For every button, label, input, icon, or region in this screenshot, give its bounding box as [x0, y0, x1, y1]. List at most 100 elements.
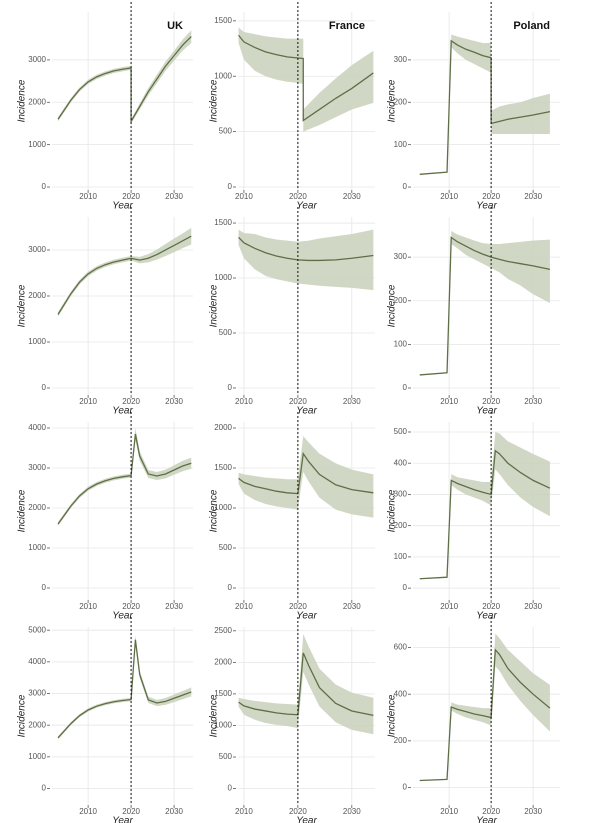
y-tick-label: 3000	[28, 55, 46, 64]
y-tick-label: 3000	[28, 245, 46, 254]
confidence-band	[451, 633, 550, 732]
panel: 0 100 200 300 2010 2020 2030 Year Incidence	[387, 207, 560, 417]
x-axis-label: Year	[476, 201, 497, 212]
y-tick-label: 0	[42, 182, 47, 191]
x-tick-label: 2020	[122, 397, 140, 406]
x-tick-label: 2030	[165, 807, 183, 816]
y-tick-label: 4000	[28, 657, 46, 666]
y-tick-label: 1000	[28, 140, 46, 149]
y-tick-label: 500	[394, 427, 408, 436]
x-tick-label: 2020	[289, 602, 307, 611]
panel: 0 500 1000 1500 2010 2020 2030 Year Incidence	[209, 207, 375, 417]
x-tick-label: 2030	[343, 397, 361, 406]
panel-title: France	[329, 20, 365, 32]
x-tick-label: 2030	[165, 602, 183, 611]
x-tick-label: 2020	[482, 397, 500, 406]
y-axis-label: Incidence	[209, 489, 220, 532]
x-tick-label: 2010	[79, 192, 97, 201]
confidence-band	[451, 230, 550, 303]
y-axis-label: Incidence	[387, 694, 398, 737]
panel-title: Poland	[513, 20, 550, 32]
y-tick-label: 1500	[214, 689, 232, 698]
y-tick-label: 0	[42, 383, 47, 392]
x-tick-label: 2030	[524, 807, 542, 816]
y-tick-label: 1000	[214, 273, 232, 282]
y-tick-label: 0	[403, 783, 408, 792]
x-axis-label: Year	[296, 406, 317, 417]
line	[57, 36, 192, 124]
y-tick-label: 300	[394, 252, 408, 261]
y-tick-label: 1500	[214, 463, 232, 472]
x-tick-label: 2030	[343, 602, 361, 611]
y-tick-label: 300	[394, 55, 408, 64]
x-tick-label: 2010	[235, 602, 253, 611]
panel: 0 1000 2000 3000 4000 5000 2010 2020 2030 Year Inc…	[17, 617, 193, 823]
x-tick-label: 2010	[440, 192, 458, 201]
x-tick-label: 2010	[79, 807, 97, 816]
y-axis-label: Incidence	[209, 694, 220, 737]
y-axis-label: Incidence	[209, 284, 220, 327]
x-tick-label: 2030	[165, 397, 183, 406]
y-tick-label: 0	[403, 182, 408, 191]
confidence-band	[451, 431, 550, 517]
y-tick-label: 500	[219, 328, 233, 337]
x-tick-label: 2020	[482, 192, 500, 201]
x-tick-label: 2020	[122, 602, 140, 611]
y-tick-label: 100	[394, 140, 408, 149]
y-tick-label: 0	[228, 784, 233, 793]
y-tick-label: 3000	[28, 463, 46, 472]
x-tick-label: 2010	[440, 397, 458, 406]
confidence-band	[58, 227, 192, 317]
line	[57, 235, 192, 315]
x-tick-label: 2020	[122, 192, 140, 201]
y-tick-label: 1500	[214, 16, 232, 25]
x-tick-label: 2030	[524, 602, 542, 611]
y-tick-label: 2500	[214, 626, 232, 635]
x-axis-label: Year	[476, 406, 497, 417]
x-axis-label: Year	[112, 406, 133, 417]
line	[419, 449, 551, 580]
y-tick-label: 1000	[214, 503, 232, 512]
panel: 0 100 200 300 400 500 2010 2020 2030 Year Incidenc…	[387, 412, 560, 622]
panel: 0 1000 2000 3000 4000 2010 2020 2030 Year Inciden…	[17, 412, 193, 622]
y-tick-label: 2000	[28, 291, 46, 300]
y-tick-label: 200	[394, 521, 408, 530]
y-tick-label: 500	[219, 127, 233, 136]
x-tick-label: 2020	[289, 397, 307, 406]
panel: 0 500 1000 1500 2000 2010 2020 2030 Year Incidenc…	[209, 412, 375, 622]
y-tick-label: 0	[42, 784, 47, 793]
panel: 0 500 1000 1500 2010 2020 2030 Year Incidence Fra…	[209, 2, 375, 212]
x-tick-label: 2030	[165, 192, 183, 201]
x-tick-label: 2010	[79, 602, 97, 611]
x-axis-label: Year	[296, 201, 317, 212]
y-tick-label: 200	[394, 736, 408, 745]
y-tick-label: 1000	[214, 721, 232, 730]
confidence-band	[58, 30, 192, 124]
line	[57, 433, 192, 525]
y-tick-label: 0	[403, 583, 408, 592]
x-tick-label: 2010	[440, 602, 458, 611]
y-axis-label: Incidence	[387, 489, 398, 532]
x-tick-label: 2030	[524, 192, 542, 201]
y-tick-label: 1000	[28, 752, 46, 761]
x-tick-label: 2020	[289, 807, 307, 816]
y-tick-label: 200	[394, 296, 408, 305]
x-tick-label: 2020	[482, 602, 500, 611]
x-tick-label: 2030	[524, 397, 542, 406]
x-axis-label: Year	[296, 611, 317, 622]
y-tick-label: 4000	[28, 423, 46, 432]
y-tick-label: 200	[394, 97, 408, 106]
y-tick-label: 500	[219, 543, 233, 552]
y-tick-label: 100	[394, 340, 408, 349]
y-tick-label: 400	[394, 689, 408, 698]
confidence-band	[451, 34, 550, 135]
y-axis-label: Incidence	[387, 79, 398, 122]
y-tick-label: 400	[394, 458, 408, 467]
x-tick-label: 2010	[235, 397, 253, 406]
x-tick-label: 2030	[343, 192, 361, 201]
y-tick-label: 500	[219, 752, 233, 761]
line	[419, 236, 551, 376]
x-axis-label: Year	[112, 201, 133, 212]
line	[419, 39, 551, 175]
y-tick-label: 2000	[28, 720, 46, 729]
